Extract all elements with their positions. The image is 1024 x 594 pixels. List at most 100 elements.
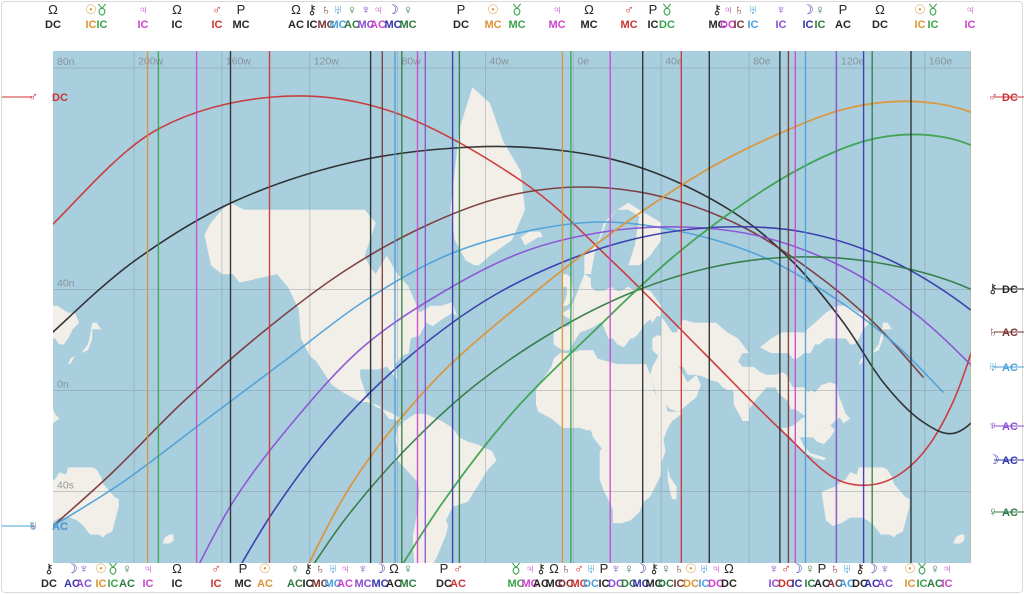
svg-text:160w: 160w bbox=[225, 56, 251, 68]
svg-text:♅: ♅ bbox=[586, 563, 596, 576]
svg-text:IC: IC bbox=[734, 19, 745, 31]
svg-text:♆: ♆ bbox=[880, 563, 890, 576]
svg-text:AC: AC bbox=[1002, 507, 1018, 519]
svg-text:♆: ♆ bbox=[611, 563, 621, 576]
svg-text:☉: ☉ bbox=[904, 563, 916, 576]
svg-text:☽: ☽ bbox=[635, 563, 647, 576]
svg-text:P: P bbox=[600, 563, 609, 576]
svg-text:IC: IC bbox=[172, 578, 183, 590]
svg-text:☉: ☉ bbox=[487, 2, 499, 17]
svg-text:♂: ♂ bbox=[988, 89, 998, 104]
svg-text:♅: ♅ bbox=[842, 563, 852, 576]
svg-text:♀: ♀ bbox=[805, 563, 815, 576]
svg-text:IC: IC bbox=[792, 578, 803, 590]
svg-text:IC: IC bbox=[917, 578, 928, 590]
svg-text:♂: ♂ bbox=[781, 563, 791, 576]
svg-text:MC: MC bbox=[548, 19, 565, 31]
svg-text:♅: ♅ bbox=[28, 518, 38, 533]
svg-text:♃: ♃ bbox=[143, 563, 153, 576]
svg-text:DC: DC bbox=[659, 19, 675, 31]
svg-text:♆: ♆ bbox=[79, 563, 89, 576]
svg-text:IC: IC bbox=[776, 19, 787, 31]
svg-text:IC: IC bbox=[915, 19, 926, 31]
svg-text:♄: ♄ bbox=[561, 563, 571, 576]
svg-text:AC: AC bbox=[1002, 455, 1018, 467]
svg-text:AC: AC bbox=[877, 578, 893, 590]
svg-text:♄: ♄ bbox=[674, 563, 684, 576]
svg-text:♃: ♃ bbox=[340, 563, 350, 576]
svg-text:⚷: ⚷ bbox=[988, 281, 998, 296]
svg-text:♅: ♅ bbox=[748, 2, 758, 17]
svg-text:P: P bbox=[649, 2, 658, 17]
svg-text:40s: 40s bbox=[57, 480, 74, 492]
svg-text:AC: AC bbox=[1002, 362, 1018, 374]
svg-text:P: P bbox=[457, 2, 466, 17]
svg-text:⚷: ⚷ bbox=[536, 563, 546, 576]
svg-text:IC: IC bbox=[815, 19, 826, 31]
svg-text:IC: IC bbox=[307, 19, 318, 31]
svg-text:♀: ♀ bbox=[290, 563, 300, 576]
svg-text:♄: ♄ bbox=[988, 324, 998, 339]
svg-text:IC: IC bbox=[748, 19, 759, 31]
svg-text:♆: ♆ bbox=[358, 563, 368, 576]
svg-text:☉: ☉ bbox=[685, 563, 697, 576]
svg-text:♃: ♃ bbox=[373, 2, 383, 17]
svg-text:♆: ♆ bbox=[988, 418, 998, 433]
svg-text:AC: AC bbox=[337, 578, 353, 590]
svg-text:♆: ♆ bbox=[776, 2, 786, 17]
svg-text:MC: MC bbox=[354, 578, 371, 590]
svg-text:⚷: ⚷ bbox=[307, 2, 317, 17]
svg-text:P: P bbox=[239, 563, 248, 576]
svg-text:⚷: ⚷ bbox=[649, 563, 659, 576]
svg-text:♅: ♅ bbox=[328, 563, 338, 576]
svg-text:40e: 40e bbox=[665, 56, 683, 68]
svg-text:♀: ♀ bbox=[624, 563, 634, 576]
svg-text:MC: MC bbox=[580, 19, 597, 31]
svg-text:♂: ♂ bbox=[624, 2, 634, 17]
svg-text:♃: ♃ bbox=[723, 2, 733, 17]
svg-text:MC: MC bbox=[234, 578, 251, 590]
svg-text:♀: ♀ bbox=[930, 563, 940, 576]
svg-text:♄: ♄ bbox=[315, 563, 325, 576]
svg-text:♆: ♆ bbox=[769, 563, 779, 576]
svg-text:IC: IC bbox=[803, 19, 814, 31]
svg-text:MC: MC bbox=[399, 578, 416, 590]
svg-text:AC: AC bbox=[287, 578, 303, 590]
svg-text:♃: ♃ bbox=[711, 563, 721, 576]
svg-text:IC: IC bbox=[143, 578, 154, 590]
svg-text:80e: 80e bbox=[753, 56, 771, 68]
svg-text:0n: 0n bbox=[57, 379, 69, 391]
svg-text:♂: ♂ bbox=[574, 563, 584, 576]
svg-text:Ω: Ω bbox=[291, 2, 301, 17]
svg-text:IC: IC bbox=[97, 19, 108, 31]
svg-text:♅: ♅ bbox=[988, 359, 998, 374]
svg-text:P: P bbox=[818, 563, 827, 576]
svg-text:♄: ♄ bbox=[28, 518, 38, 533]
svg-text:☉: ☉ bbox=[85, 2, 97, 17]
svg-text:♃: ♃ bbox=[942, 563, 952, 576]
svg-text:⚷: ⚷ bbox=[44, 563, 54, 576]
svg-text:AC: AC bbox=[1002, 421, 1018, 433]
svg-text:MC: MC bbox=[508, 19, 525, 31]
svg-text:AC: AC bbox=[835, 19, 851, 31]
svg-text:IC: IC bbox=[108, 578, 119, 590]
svg-text:♃: ♃ bbox=[138, 2, 148, 17]
svg-text:AC: AC bbox=[257, 578, 273, 590]
svg-text:☽: ☽ bbox=[802, 2, 814, 17]
svg-text:MC: MC bbox=[232, 19, 249, 31]
svg-text:IC: IC bbox=[211, 578, 222, 590]
svg-text:⚷: ⚷ bbox=[712, 2, 722, 17]
svg-text:♂: ♂ bbox=[453, 563, 463, 576]
svg-text:DC: DC bbox=[683, 578, 699, 590]
svg-text:♀: ♀ bbox=[403, 563, 413, 576]
svg-text:♂: ♂ bbox=[212, 2, 222, 17]
svg-text:Ω: Ω bbox=[875, 2, 885, 17]
svg-text:♀: ♀ bbox=[815, 2, 825, 17]
svg-text:♄: ♄ bbox=[734, 2, 744, 17]
svg-text:40w: 40w bbox=[489, 56, 509, 68]
svg-text:DC: DC bbox=[45, 19, 61, 31]
svg-text:80n: 80n bbox=[57, 56, 75, 68]
svg-text:IC: IC bbox=[86, 19, 97, 31]
svg-text:Ω: Ω bbox=[172, 563, 182, 576]
svg-text:♆: ♆ bbox=[361, 2, 371, 17]
